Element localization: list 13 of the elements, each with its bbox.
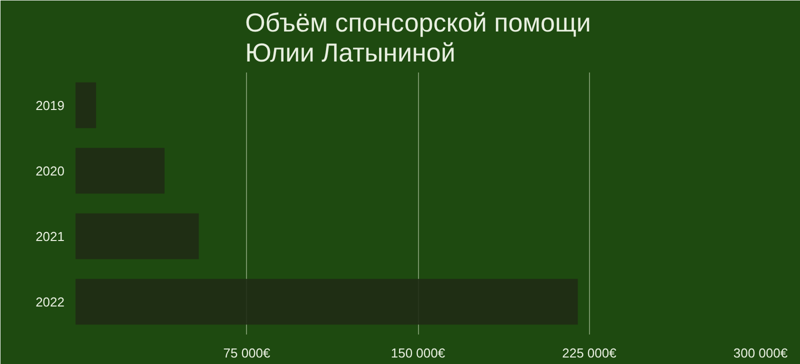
y-tick-label: 2020 bbox=[36, 163, 64, 178]
y-tick-label: 2019 bbox=[36, 98, 64, 113]
bar bbox=[76, 82, 96, 128]
bar bbox=[76, 213, 199, 260]
x-tick-label: 225 000€ bbox=[562, 346, 618, 360]
x-tick-label: 300 000€ bbox=[733, 346, 788, 360]
bar bbox=[76, 148, 165, 194]
x-tick-label: 150 000€ bbox=[390, 346, 446, 360]
chart-title: Объём спонсорской помощи Юлии Латыниной bbox=[245, 8, 591, 68]
x-tick-label: 75 000€ bbox=[223, 346, 272, 360]
y-tick-label: 2022 bbox=[36, 294, 64, 310]
bar bbox=[76, 278, 578, 325]
y-tick-label: 2021 bbox=[36, 228, 64, 244]
